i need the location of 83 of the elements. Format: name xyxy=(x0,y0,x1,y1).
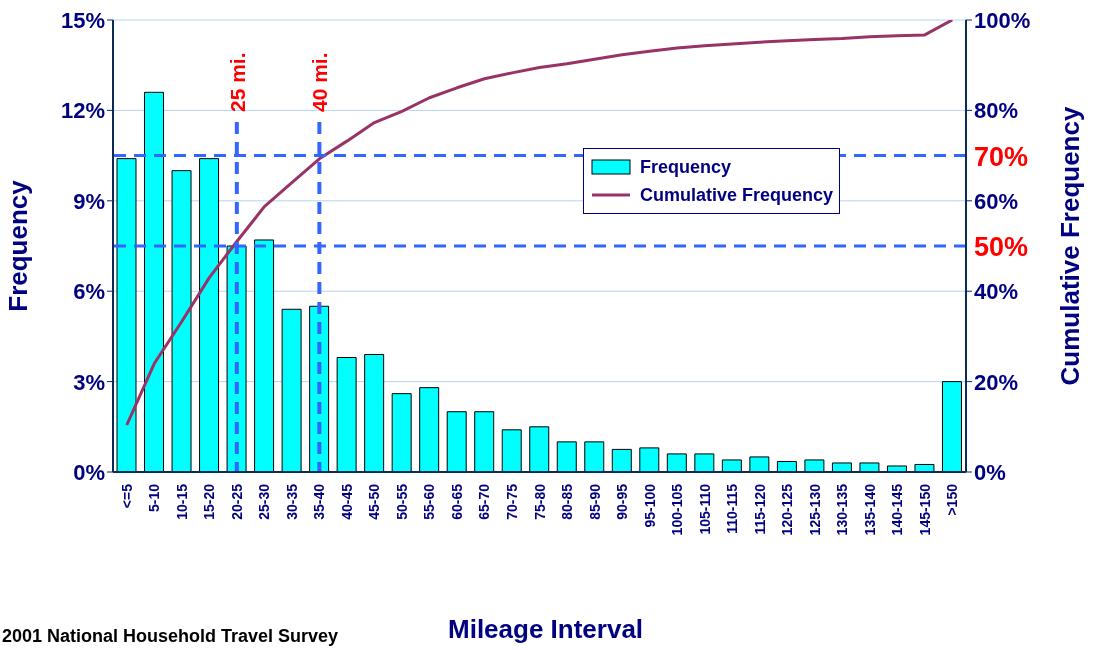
y-tick-label: 15% xyxy=(60,8,105,33)
x-tick-label: 130-135 xyxy=(834,483,851,536)
x-tick-label: 140-145 xyxy=(889,483,906,536)
bar xyxy=(941,381,962,472)
bar xyxy=(749,456,770,472)
y-tick-label: 12% xyxy=(60,98,105,124)
y2-tick-label: 100% xyxy=(974,8,1031,33)
bar xyxy=(914,463,935,472)
x-tick-label: 120-125 xyxy=(779,483,796,536)
x-tick-label: 145-150 xyxy=(916,483,933,536)
y-tick-label: 0% xyxy=(73,460,105,485)
bar xyxy=(364,353,385,472)
x-tick-label: 55-60 xyxy=(421,483,438,520)
y2-tick-label: 40% xyxy=(974,279,1019,305)
x-tick-label: 10-15 xyxy=(173,483,190,520)
y2-axis-title: Cumulative Frequency xyxy=(1055,106,1086,386)
bar xyxy=(666,453,687,472)
x-tick-label: 75-80 xyxy=(531,483,548,520)
bar xyxy=(804,459,825,472)
y2-tick-label: 80% xyxy=(974,98,1019,124)
bar xyxy=(721,459,742,472)
bar xyxy=(116,158,137,472)
x-tick-label: 50-55 xyxy=(393,483,410,520)
bar xyxy=(584,441,605,472)
y-tick-label: 9% xyxy=(73,188,105,214)
x-tick-label: 90-95 xyxy=(614,483,631,520)
y-axis-title: Frequency xyxy=(3,179,34,312)
bar xyxy=(171,170,192,472)
x-tick-label: 40-45 xyxy=(338,483,355,520)
ref-line-label: 70% xyxy=(974,141,1029,172)
x-tick-label: 80-85 xyxy=(559,483,576,520)
x-tick-label: 30-35 xyxy=(283,483,300,520)
y-tick-label: 6% xyxy=(73,279,105,305)
bar xyxy=(859,462,880,472)
bar xyxy=(281,308,302,472)
x-axis-title: Mileage Interval xyxy=(448,614,644,645)
bar xyxy=(886,465,907,472)
x-tick-label: 85-90 xyxy=(586,483,603,520)
x-tick-label: 45-50 xyxy=(366,483,383,520)
y-tick-label: 3% xyxy=(73,369,105,395)
x-tick-label: >150 xyxy=(944,483,961,516)
y2-tick-label: 0% xyxy=(974,460,1006,485)
line-series xyxy=(125,20,954,427)
x-tick-label: 110-115 xyxy=(724,483,741,534)
y2-tick-label: 20% xyxy=(974,369,1019,395)
bar xyxy=(391,393,412,472)
x-tick-label: 70-75 xyxy=(503,483,520,520)
x-tick-label: 105-110 xyxy=(696,483,713,535)
ref-line-label: 50% xyxy=(974,232,1029,262)
bar xyxy=(336,356,357,472)
x-tick-label: 35-40 xyxy=(311,483,328,520)
text: 2001 National Household Travel Survey xyxy=(2,626,339,647)
x-tick-label: 5-10 xyxy=(146,483,163,513)
ref-line-label: 25 mi. xyxy=(225,52,249,112)
bar xyxy=(831,462,852,472)
bar xyxy=(446,411,467,472)
bar xyxy=(529,426,550,472)
x-tick-label: 125-130 xyxy=(806,483,823,536)
legend-label: Frequency xyxy=(639,155,733,179)
bar xyxy=(694,453,715,472)
x-tick-label: 25-30 xyxy=(256,483,273,520)
legend-label: Cumulative Frequency xyxy=(639,183,834,207)
bar xyxy=(611,448,632,472)
x-tick-label: 20-25 xyxy=(228,483,245,520)
x-tick-label: 65-70 xyxy=(476,483,493,520)
x-tick-label: 100-105 xyxy=(669,483,686,536)
bar xyxy=(501,429,522,472)
x-tick-label: 15-20 xyxy=(201,483,218,520)
x-tick-label: 60-65 xyxy=(448,483,465,520)
x-tick-label: 115-120 xyxy=(751,483,768,535)
bar xyxy=(144,91,165,472)
bar xyxy=(254,239,275,472)
x-tick-label: 95-100 xyxy=(641,483,658,528)
ref-line-label: 40 mi. xyxy=(308,52,332,112)
bar xyxy=(474,411,495,472)
x-tick-label: <=5 xyxy=(118,483,135,509)
bar xyxy=(639,447,660,472)
bar xyxy=(776,460,797,472)
bar xyxy=(556,441,577,472)
bar xyxy=(199,158,220,472)
bar xyxy=(419,387,440,472)
y2-tick-label: 60% xyxy=(974,188,1019,214)
x-tick-label: 135-140 xyxy=(861,483,878,536)
